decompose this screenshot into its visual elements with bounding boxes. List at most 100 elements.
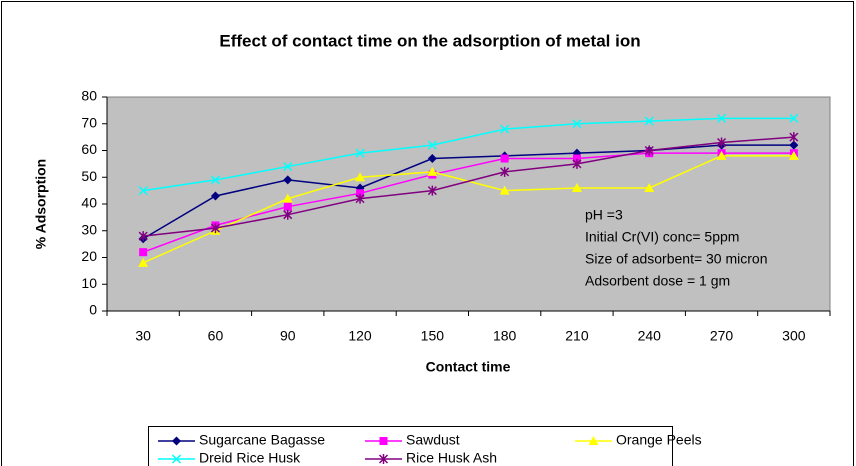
marker-shape (644, 145, 654, 156)
marker-shape (172, 436, 181, 446)
y-tick-label: 20 (81, 248, 97, 264)
marker-shape (138, 231, 148, 242)
marker-shape (427, 166, 438, 176)
x-tick-label: 90 (280, 328, 296, 344)
marker (717, 137, 727, 148)
marker-shape (378, 454, 389, 464)
marker (644, 182, 655, 192)
plot-area (106, 96, 831, 312)
marker (171, 454, 182, 464)
marker-shape (283, 202, 292, 211)
marker-shape (283, 162, 293, 172)
marker (644, 116, 654, 126)
marker (644, 145, 654, 156)
marker (716, 150, 727, 160)
y-tick-label: 70 (81, 114, 97, 130)
marker (378, 454, 389, 464)
x-axis-title: Contact time (426, 359, 511, 375)
series-line (142, 152, 794, 253)
marker (379, 437, 388, 445)
marker (138, 257, 149, 267)
marker-shape (717, 137, 727, 148)
marker (789, 113, 799, 123)
marker-shape (139, 248, 148, 257)
marker (210, 175, 220, 185)
marker-shape (283, 175, 293, 185)
x-tick-label: 240 (638, 328, 662, 344)
marker-shape (355, 172, 366, 182)
series-line (143, 136, 794, 237)
y-tick-label: 30 (81, 221, 97, 237)
marker (588, 436, 599, 445)
y-tick-label: 40 (81, 195, 97, 211)
marker (283, 209, 293, 220)
marker (427, 166, 438, 176)
marker (500, 166, 510, 177)
marker-shape (717, 113, 727, 123)
marker-shape (500, 124, 510, 134)
marker-shape (210, 191, 220, 201)
marker (717, 113, 727, 123)
marker (571, 182, 582, 192)
y-axis-title: % Adsorption (33, 159, 49, 249)
legend-label: Orange Peels (616, 432, 702, 448)
marker-shape (789, 132, 799, 143)
marker-shape (283, 209, 293, 220)
y-tick-label: 0 (89, 302, 97, 318)
annotation: Initial Cr(VI) conc= 5ppm (585, 229, 739, 245)
y-tick-label: 50 (81, 168, 97, 184)
marker-shape (572, 119, 582, 129)
marker-shape (427, 185, 437, 196)
x-tick-label: 150 (421, 328, 445, 344)
marker-shape (210, 175, 220, 185)
x-tick-label: 120 (348, 328, 372, 344)
marker-shape (644, 182, 655, 192)
marker-shape (379, 437, 388, 445)
y-tick-label: 10 (81, 275, 97, 291)
marker-shape (500, 166, 510, 177)
marker-shape (427, 154, 437, 164)
legend-label: Sawdust (406, 432, 460, 448)
x-tick-label: 270 (710, 328, 734, 344)
marker-shape (138, 186, 148, 196)
marker-shape (171, 454, 182, 464)
marker-shape (427, 140, 437, 150)
marker-shape (588, 436, 599, 445)
marker (500, 124, 510, 134)
marker (139, 248, 148, 257)
marker (789, 132, 799, 143)
legend-box (148, 426, 673, 466)
annotation: Size of adsorbent= 30 micron (585, 251, 768, 267)
marker (172, 436, 181, 446)
marker-shape (788, 150, 799, 160)
annotation: pH =3 (585, 207, 623, 223)
marker-shape (356, 189, 365, 198)
series-line (142, 144, 794, 240)
marker (138, 231, 148, 242)
x-tick-label: 300 (782, 328, 806, 344)
marker (427, 140, 437, 150)
marker (427, 185, 437, 196)
marker (572, 158, 582, 169)
legend-label: Rice Husk Ash (406, 450, 497, 466)
marker-shape (355, 193, 365, 204)
y-tick-label: 60 (81, 141, 97, 157)
marker (572, 154, 581, 163)
marker-shape (499, 185, 510, 195)
marker-shape (571, 182, 582, 192)
marker-shape (789, 113, 799, 123)
marker (283, 202, 292, 211)
marker (789, 140, 799, 150)
marker (355, 172, 366, 182)
marker (138, 186, 148, 196)
marker (788, 150, 799, 160)
marker (356, 189, 365, 198)
marker (572, 119, 582, 129)
marker (210, 191, 220, 201)
marker (282, 193, 293, 203)
x-tick-label: 210 (565, 328, 589, 344)
marker (499, 185, 510, 195)
marker (283, 175, 293, 185)
marker-shape (210, 223, 220, 234)
marker-shape (138, 257, 149, 267)
